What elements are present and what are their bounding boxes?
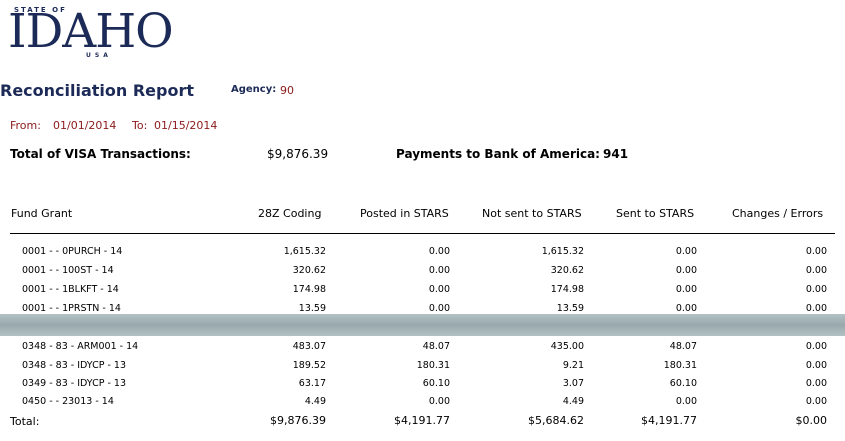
logo-state-of: STATE OF [14, 6, 67, 14]
total-label: Total: [10, 415, 40, 428]
total-changes: $0.00 [795, 414, 828, 427]
header-28z-coding: 28Z Coding [258, 207, 322, 220]
total-not-sent: $5,684.62 [528, 414, 584, 427]
row-sent: 0.00 [675, 396, 697, 407]
to-label: To: [132, 119, 148, 132]
row-posted: 60.10 [422, 378, 450, 389]
total-posted: $4,191.77 [394, 414, 450, 427]
row-changes: 0.00 [805, 341, 827, 352]
row-not-sent: 3.07 [562, 378, 584, 389]
row-fund-grant: 0001 - - 0PURCH - 14 [22, 246, 123, 257]
total-coding: $9,876.39 [270, 414, 326, 427]
row-coding: 174.98 [292, 284, 326, 295]
header-fund-grant: Fund Grant [11, 207, 73, 220]
header-sent-to-stars: Sent to STARS [616, 207, 695, 220]
row-changes: 0.00 [805, 265, 827, 276]
row-not-sent: 320.62 [550, 265, 584, 276]
row-coding: 189.52 [292, 360, 326, 371]
row-changes: 0.00 [805, 246, 827, 257]
section-separator-band [0, 314, 845, 336]
row-not-sent: 174.98 [550, 284, 584, 295]
row-coding: 320.62 [292, 265, 326, 276]
row-sent: 0.00 [675, 265, 697, 276]
row-posted: 0.00 [428, 246, 450, 257]
row-fund-grant: 0348 - 83 - IDYCP - 13 [22, 360, 126, 371]
row-coding: 483.07 [292, 341, 326, 352]
payments-label: Payments to Bank of America: [396, 147, 600, 161]
report-title: Reconciliation Report [0, 81, 195, 100]
logo-usa: USA [86, 52, 112, 59]
row-sent: 0.00 [675, 303, 697, 314]
row-sent: 0.00 [675, 284, 697, 295]
row-coding: 13.59 [298, 303, 326, 314]
from-date: 01/01/2014 [53, 119, 117, 132]
row-fund-grant: 0348 - 83 - ARM001 - 14 [22, 341, 139, 352]
row-not-sent: 9.21 [562, 360, 584, 371]
logo-idaho: IDAHO [8, 4, 174, 59]
row-coding: 1,615.32 [283, 246, 326, 257]
row-sent: 180.31 [663, 360, 697, 371]
row-changes: 0.00 [805, 284, 827, 295]
total-visa-label: Total of VISA Transactions: [10, 147, 191, 161]
agency-label: Agency: [231, 84, 277, 95]
row-changes: 0.00 [805, 396, 827, 407]
from-label: From: [10, 119, 41, 132]
row-sent: 48.07 [669, 341, 697, 352]
header-not-sent-to-stars: Not sent to STARS [482, 207, 582, 220]
agency-value: 90 [280, 84, 294, 97]
header-changes-errors: Changes / Errors [732, 207, 824, 220]
row-coding: 63.17 [298, 378, 326, 389]
row-sent: 0.00 [675, 246, 697, 257]
row-posted: 0.00 [428, 284, 450, 295]
to-date: 01/15/2014 [154, 119, 218, 132]
row-not-sent: 13.59 [556, 303, 584, 314]
row-not-sent: 4.49 [562, 396, 584, 407]
payments-value: 941 [603, 147, 629, 161]
row-coding: 4.49 [304, 396, 326, 407]
row-posted: 180.31 [416, 360, 450, 371]
header-posted-in-stars: Posted in STARS [360, 207, 449, 220]
row-fund-grant: 0450 - - 23013 - 14 [22, 396, 114, 407]
row-posted: 0.00 [428, 303, 450, 314]
row-fund-grant: 0001 - - 100ST - 14 [22, 265, 114, 276]
total-sent: $4,191.77 [641, 414, 697, 427]
row-changes: 0.00 [805, 360, 827, 371]
row-fund-grant: 0349 - 83 - IDYCP - 13 [22, 378, 126, 389]
row-posted: 0.00 [428, 265, 450, 276]
row-changes: 0.00 [805, 378, 827, 389]
total-visa-value: $9,876.39 [267, 147, 329, 161]
row-not-sent: 435.00 [550, 341, 584, 352]
header-divider [10, 233, 835, 234]
row-posted: 48.07 [422, 341, 450, 352]
row-fund-grant: 0001 - - 1PRSTN - 14 [22, 303, 121, 314]
row-posted: 0.00 [428, 396, 450, 407]
row-changes: 0.00 [805, 303, 827, 314]
row-not-sent: 1,615.32 [541, 246, 584, 257]
row-sent: 60.10 [669, 378, 697, 389]
row-fund-grant: 0001 - - 1BLKFT - 14 [22, 284, 119, 295]
